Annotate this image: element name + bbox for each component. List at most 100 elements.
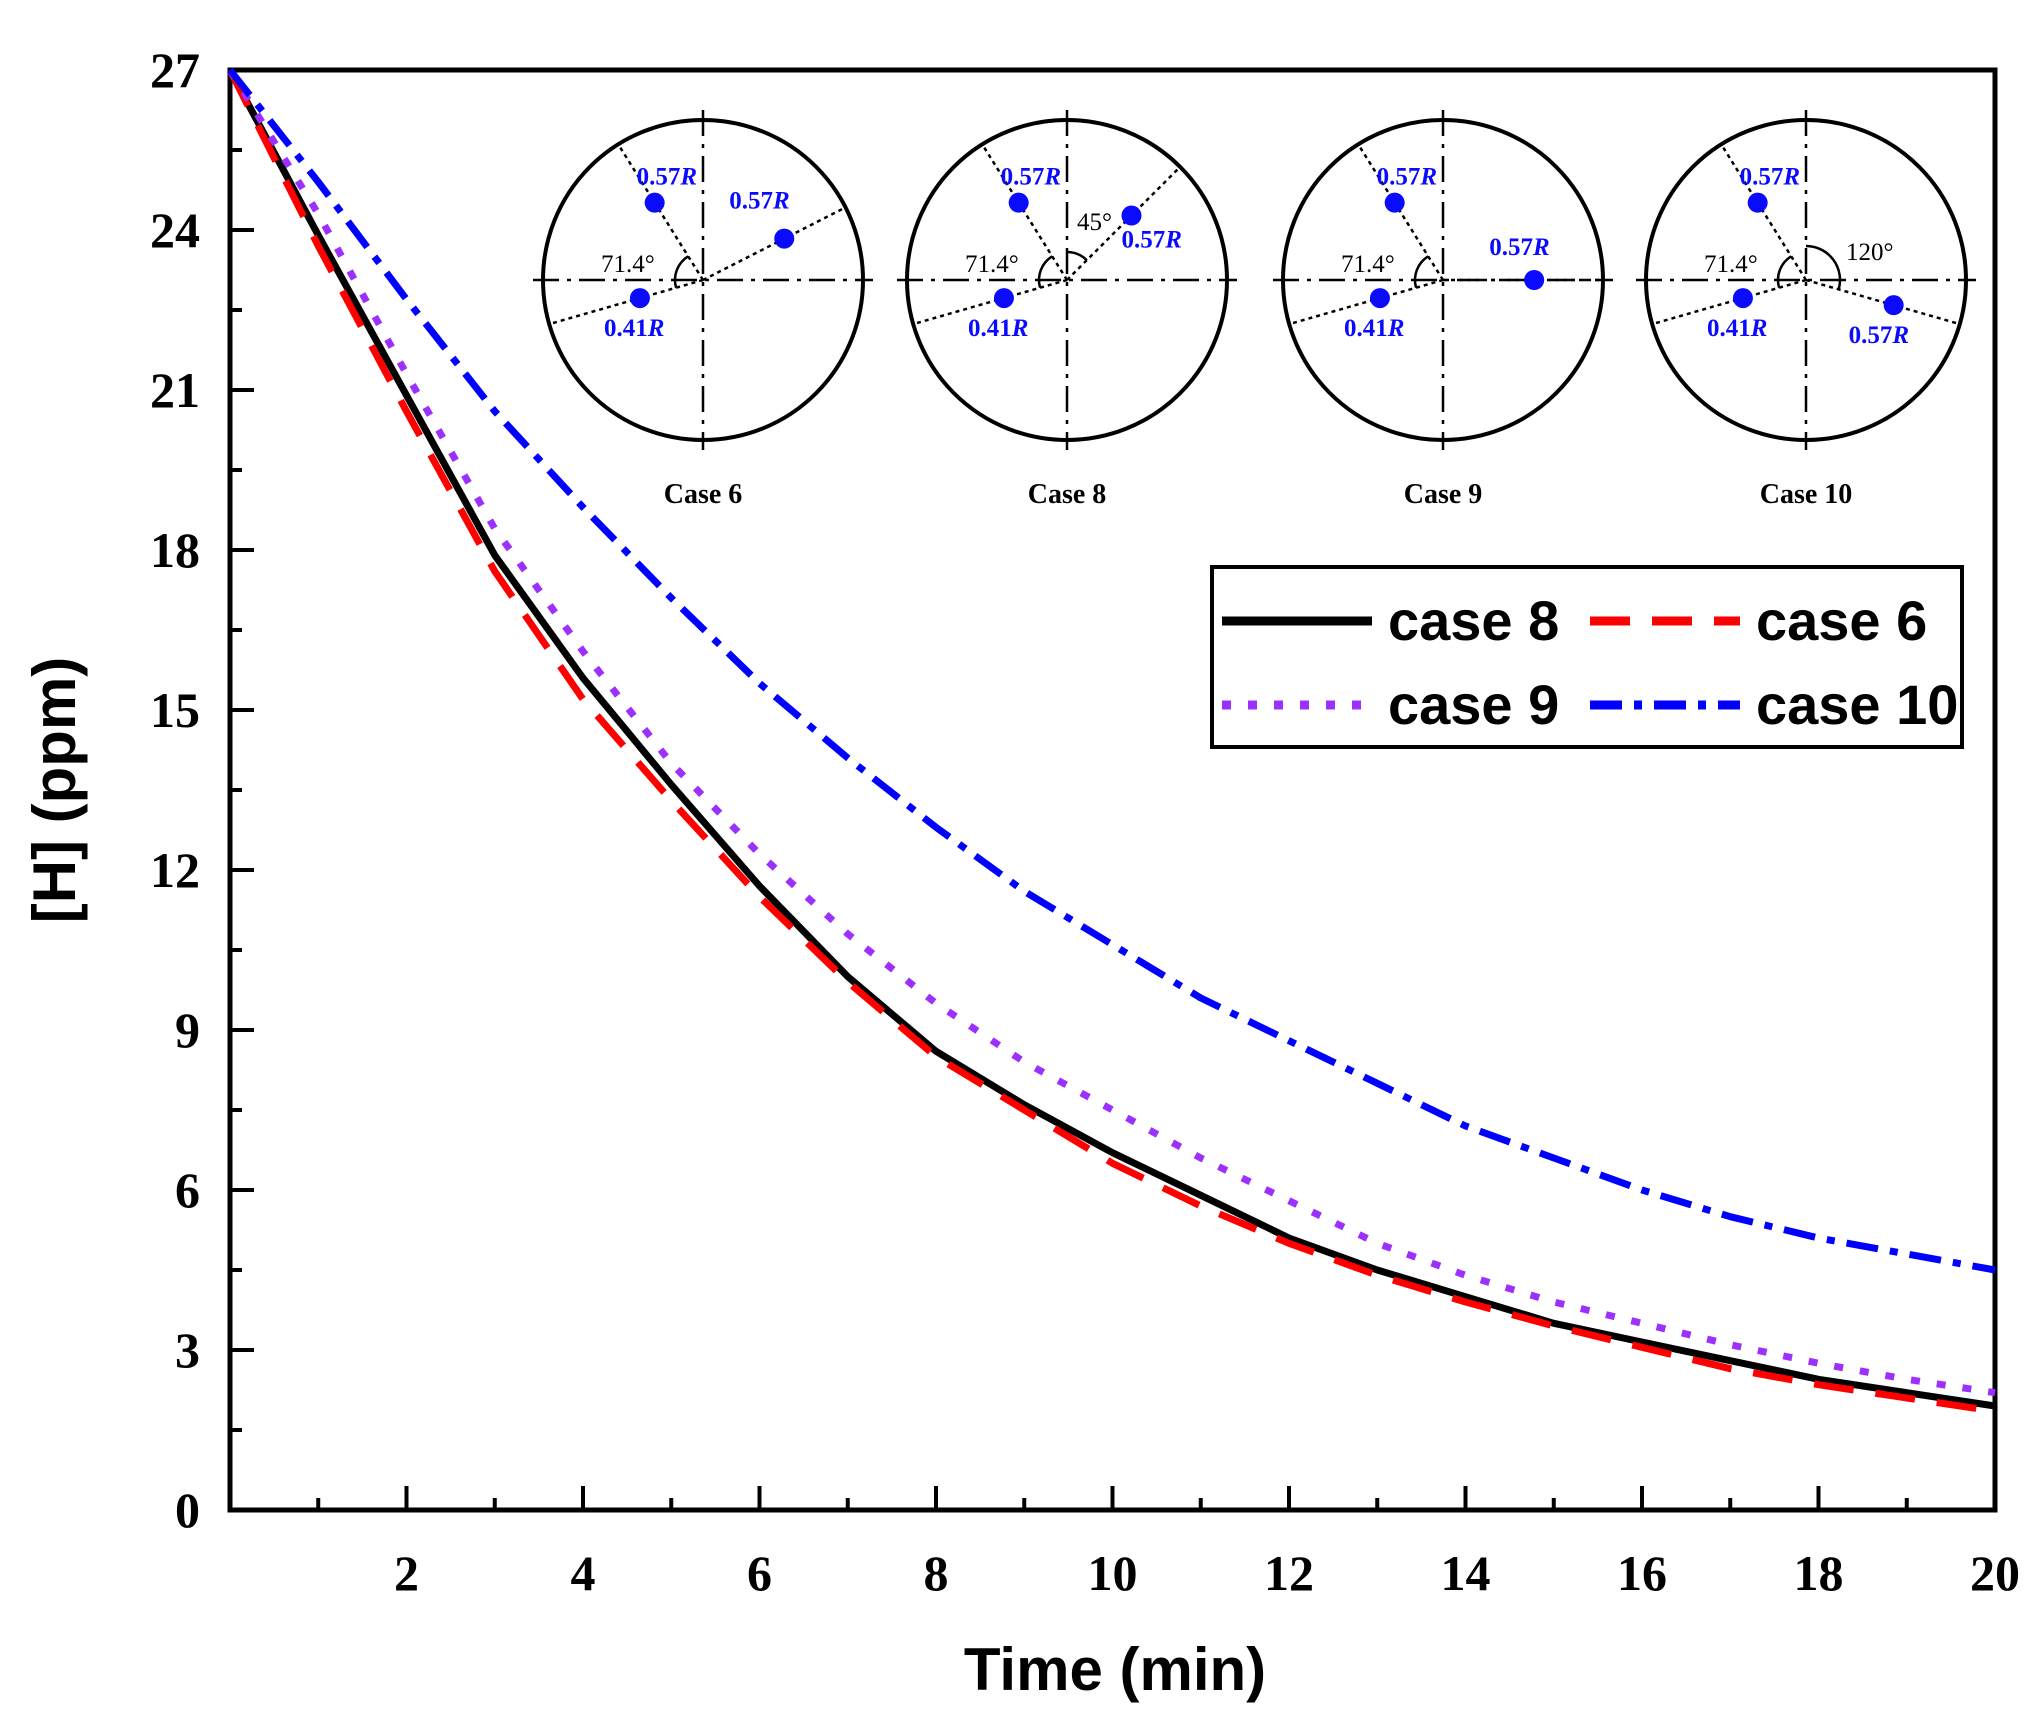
inset-radius-label: 0.57R <box>1849 322 1909 349</box>
inset-radius-label: 0.57R <box>1001 164 1061 191</box>
x-tick-label: 2 <box>394 1545 419 1601</box>
inset-radius-symbol: R <box>1011 315 1029 342</box>
inset-radius-symbol: R <box>1419 164 1437 191</box>
inset-angle-label: 71.4° <box>1341 251 1395 278</box>
inset-radial-line <box>1066 165 1182 281</box>
inset-radial-line <box>548 278 704 326</box>
legend-label-case9: case 9 <box>1388 673 1559 736</box>
legend-label-case6: case 6 <box>1756 589 1927 652</box>
inset-radius-symbol: R <box>1891 322 1909 349</box>
x-tick-label: 6 <box>747 1545 772 1601</box>
inset-radius-label: 0.57R <box>1489 234 1549 261</box>
inset-radius-symbol: R <box>1782 164 1800 191</box>
x-axis-title: Time (min) <box>964 1636 1266 1703</box>
inset-radius-label: 0.41R <box>1344 315 1404 342</box>
inset-diagram-case-9: 0.57R 0.57R 0.41R 71.4° Case 9 <box>1273 110 1613 510</box>
plot-frame <box>227 67 1998 1513</box>
y-tick-label: 9 <box>175 1002 200 1058</box>
inset-dot <box>774 228 795 249</box>
inset-angle-arc <box>1776 255 1792 289</box>
legend-label-case10: case 10 <box>1756 673 1958 736</box>
inset-radius-symbol: R <box>1750 315 1768 342</box>
inset-diagram-case-8: 0.57R 0.57R 0.41R 71.4° 45° Case 8 <box>897 110 1237 510</box>
inset-radial-line <box>1720 143 1808 281</box>
x-tick-label: 10 <box>1088 1545 1138 1601</box>
legend-box <box>1210 565 1964 749</box>
inset-diagram-case-6: 0.57R 0.57R 0.41R 71.4° Case 6 <box>533 110 873 510</box>
x-tick-label: 14 <box>1441 1545 1491 1601</box>
inset-radius-label: 0.57R <box>637 164 697 191</box>
series-line-case10 <box>227 67 1996 1274</box>
x-tick-label: 8 <box>924 1545 949 1601</box>
inset-diagrams: 0.57R 0.57R 0.41R 71.4° Case 6 0.57R 0.57R 0.41… <box>533 110 1976 510</box>
x-tick-label: 12 <box>1264 1545 1314 1601</box>
inset-angle-arc <box>673 255 689 289</box>
y-tick-label: 15 <box>150 682 200 738</box>
y-tick-label: 27 <box>150 42 200 98</box>
inset-radius-label: 0.57R <box>1740 164 1800 191</box>
inset-radius-symbol: R <box>1532 234 1550 261</box>
inset-dot <box>1747 192 1768 213</box>
x-tick-label: 4 <box>571 1545 596 1601</box>
inset-extra-angle-label: 120° <box>1846 239 1894 266</box>
inset-caption: Case 10 <box>1760 479 1853 510</box>
inset-dot <box>1524 270 1545 290</box>
inset-radius-label: 0.57R <box>1377 164 1437 191</box>
inset-angle-arc <box>1037 255 1053 289</box>
inset-radius-symbol: R <box>1387 315 1405 342</box>
inset-angle-label: 71.4° <box>601 251 655 278</box>
inset-angle-label: 71.4° <box>965 251 1019 278</box>
inset-radius-label: 0.57R <box>1121 227 1181 254</box>
inset-dot <box>1883 295 1904 316</box>
inset-radial-line <box>981 143 1069 281</box>
y-axis-title: [H] (ppm) <box>21 657 88 924</box>
inset-radius-label: 0.41R <box>968 315 1028 342</box>
inset-extra-angle-label: 45° <box>1077 209 1112 236</box>
inset-radial-line <box>1357 143 1445 281</box>
inset-angle-arc <box>1413 255 1429 289</box>
inset-radial-line <box>1288 278 1444 326</box>
inset-radial-line <box>912 278 1068 326</box>
inset-caption: Case 8 <box>1028 479 1107 510</box>
y-tick-label: 21 <box>150 362 200 418</box>
inset-dot <box>1121 205 1142 226</box>
x-axis-title-text: Time (min) <box>964 1636 1266 1703</box>
inset-radial-line <box>1651 278 1807 326</box>
inset-dot <box>1732 288 1753 309</box>
y-tick-label: 24 <box>150 202 200 258</box>
x-tick-label: 20 <box>1970 1545 2020 1601</box>
inset-radius-symbol: R <box>1043 164 1061 191</box>
inset-radius-label: 0.41R <box>1707 315 1767 342</box>
inset-extra-angle-arc <box>1805 244 1842 290</box>
inset-radius-symbol: R <box>679 164 697 191</box>
series-line-case9 <box>227 68 1996 1397</box>
inset-caption: Case 6 <box>664 479 743 510</box>
inset-dot <box>1008 192 1029 213</box>
inset-extra-angle-arc <box>1066 250 1088 262</box>
legend: case 8 case 6 case 9 case 10 <box>1210 565 1964 749</box>
y-tick-label: 12 <box>150 842 200 898</box>
inset-radial-line <box>702 206 847 282</box>
inset-radius-symbol: R <box>647 315 665 342</box>
inset-angle-label: 71.4° <box>1704 251 1758 278</box>
inset-radius-symbol: R <box>1164 227 1182 254</box>
inset-dot <box>629 288 650 309</box>
x-tick-label: 16 <box>1617 1545 1667 1601</box>
y-tick-label: 6 <box>175 1162 200 1218</box>
inset-radius-symbol: R <box>772 188 790 215</box>
series-line-case6 <box>226 68 1996 1415</box>
inset-dot <box>1384 192 1405 213</box>
inset-dot <box>1369 288 1390 309</box>
inset-radius-label: 0.41R <box>604 315 664 342</box>
inset-radius-label: 0.57R <box>729 188 789 215</box>
y-tick-label: 0 <box>175 1482 200 1538</box>
x-tick-label: 18 <box>1794 1545 1844 1601</box>
series-lines <box>226 67 1996 1415</box>
y-tick-label: 18 <box>150 522 200 578</box>
inset-caption: Case 9 <box>1404 479 1483 510</box>
inset-radial-line <box>1805 278 1961 326</box>
inset-dot <box>644 192 665 213</box>
inset-diagram-case-10: 0.57R 0.57R 0.41R 71.4° 120° Case 10 <box>1636 110 1976 510</box>
